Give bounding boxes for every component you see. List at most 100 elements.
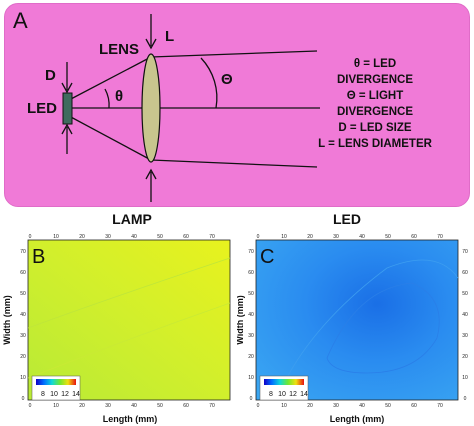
y-tick-left: 30 bbox=[248, 333, 254, 339]
y-tick-right: 40 bbox=[462, 312, 468, 318]
lens-shape bbox=[141, 53, 161, 163]
x-tick-bottom: 0 bbox=[29, 403, 32, 409]
y-tick-left: 20 bbox=[248, 354, 254, 360]
big-theta-arc bbox=[200, 57, 218, 109]
ray-upper-led bbox=[68, 56, 152, 101]
lens-label: LENS bbox=[99, 41, 139, 58]
y-tick-left: 0 bbox=[22, 396, 25, 402]
x-tick-top: 20 bbox=[79, 234, 85, 240]
x-tick-top: 60 bbox=[411, 234, 417, 240]
y-tick-right: 30 bbox=[462, 333, 468, 339]
y-tick-right: 70 bbox=[462, 249, 468, 255]
colorbar-tick: 10 bbox=[50, 391, 58, 398]
x-tick-bottom: 10 bbox=[53, 403, 59, 409]
panel-b-ylabel: Width (mm) bbox=[2, 295, 12, 344]
legend-line: Θ = LIGHT bbox=[347, 90, 404, 102]
x-tick-top: 50 bbox=[385, 234, 391, 240]
colorbar-tick: 8 bbox=[41, 391, 45, 398]
l-arrow-top-head bbox=[145, 38, 157, 50]
x-tick-bottom: 60 bbox=[411, 403, 417, 409]
lamp-heatmap-field bbox=[27, 239, 231, 401]
y-tick-right: 60 bbox=[462, 270, 468, 276]
optics-diagram: A LENS L D LED θ Θ bbox=[13, 8, 433, 202]
colorbar-gradient bbox=[36, 379, 76, 385]
y-tick-left: 0 bbox=[250, 396, 253, 402]
legend-line: DIVERGENCE bbox=[337, 74, 413, 86]
colorbar-tick: 14 bbox=[300, 391, 308, 398]
panel-c-led-map: LED C 8 10 12 14 0 10 20 30 40 50 60 70 … bbox=[237, 211, 468, 424]
x-tick-bottom: 30 bbox=[333, 403, 339, 409]
d-arrow-top-head bbox=[61, 82, 73, 94]
y-tick-left: 30 bbox=[20, 333, 26, 339]
panel-b-lamp-map: LAMP B 8 10 12 14 0 10 20 30 40 50 60 70… bbox=[2, 211, 231, 424]
x-tick-top: 70 bbox=[437, 234, 443, 240]
x-tick-bottom: 50 bbox=[157, 403, 163, 409]
l-arrow-bottom-head bbox=[145, 168, 157, 180]
colorbar-tick: 12 bbox=[61, 391, 69, 398]
x-tick-bottom: 50 bbox=[385, 403, 391, 409]
x-tick-bottom: 40 bbox=[131, 403, 137, 409]
legend-line: DIVERGENCE bbox=[337, 106, 413, 118]
x-tick-bottom: 20 bbox=[307, 403, 313, 409]
panel-a-letter: A bbox=[13, 8, 28, 33]
y-tick-left: 40 bbox=[248, 312, 254, 318]
lamp-contour bbox=[27, 302, 231, 379]
x-tick-top: 0 bbox=[29, 234, 32, 240]
x-tick-bottom: 20 bbox=[79, 403, 85, 409]
l-label: L bbox=[165, 28, 174, 45]
x-tick-bottom: 70 bbox=[437, 403, 443, 409]
ray-lower-out bbox=[150, 159, 318, 168]
y-tick-left: 50 bbox=[248, 291, 254, 297]
y-tick-left: 60 bbox=[248, 270, 254, 276]
led-contour bbox=[276, 259, 459, 399]
legend-line: θ = LED bbox=[354, 58, 396, 70]
y-tick-right: 10 bbox=[462, 375, 468, 381]
big-theta-label: Θ bbox=[221, 71, 233, 88]
d-arrow-bottom-head bbox=[61, 123, 73, 135]
y-tick-left: 50 bbox=[20, 291, 26, 297]
x-tick-top: 20 bbox=[307, 234, 313, 240]
ray-upper-out bbox=[150, 50, 318, 58]
x-tick-top: 50 bbox=[157, 234, 163, 240]
panel-c-title: LED bbox=[333, 211, 361, 227]
definitions-legend: θ = LED DIVERGENCE Θ = LIGHT DIVERGENCE … bbox=[318, 58, 433, 150]
y-tick-left: 40 bbox=[20, 312, 26, 318]
led-label: LED bbox=[27, 100, 57, 117]
y-tick-left: 10 bbox=[248, 375, 254, 381]
y-tick-right: 0 bbox=[464, 396, 467, 402]
x-tick-top: 0 bbox=[257, 234, 260, 240]
x-tick-bottom: 0 bbox=[257, 403, 260, 409]
panel-b-letter: B bbox=[32, 246, 45, 268]
y-tick-left: 20 bbox=[20, 354, 26, 360]
legend-line: D = LED SIZE bbox=[338, 122, 411, 134]
y-tick-right: 20 bbox=[462, 354, 468, 360]
legend-line: L = LENS DIAMETER bbox=[318, 138, 433, 150]
x-tick-top: 10 bbox=[53, 234, 59, 240]
x-tick-top: 70 bbox=[209, 234, 215, 240]
colorbar-tick: 8 bbox=[269, 391, 273, 398]
panel-c-letter: C bbox=[260, 246, 274, 268]
x-tick-top: 40 bbox=[359, 234, 365, 240]
colorbar-tick: 10 bbox=[278, 391, 286, 398]
x-tick-top: 60 bbox=[183, 234, 189, 240]
panel-c-ylabel: Width (mm) bbox=[237, 295, 245, 344]
panel-c-xlabel: Length (mm) bbox=[330, 414, 385, 424]
x-tick-bottom: 10 bbox=[281, 403, 287, 409]
y-tick-left: 70 bbox=[20, 249, 26, 255]
x-tick-top: 40 bbox=[131, 234, 137, 240]
colorbar-tick: 12 bbox=[289, 391, 297, 398]
colorbar-gradient bbox=[264, 379, 304, 385]
theta-arc bbox=[104, 88, 110, 109]
colorbar-tick: 14 bbox=[72, 391, 80, 398]
x-tick-bottom: 40 bbox=[359, 403, 365, 409]
x-tick-top: 30 bbox=[333, 234, 339, 240]
panel-a-diagram: A LENS L D LED θ Θ bbox=[4, 3, 470, 207]
x-tick-top: 30 bbox=[105, 234, 111, 240]
lamp-contour bbox=[27, 257, 231, 329]
led-element bbox=[62, 92, 73, 125]
x-tick-bottom: 70 bbox=[209, 403, 215, 409]
y-tick-left: 60 bbox=[20, 270, 26, 276]
led-contour bbox=[326, 282, 440, 374]
y-tick-left: 10 bbox=[20, 375, 26, 381]
x-tick-top: 10 bbox=[281, 234, 287, 240]
